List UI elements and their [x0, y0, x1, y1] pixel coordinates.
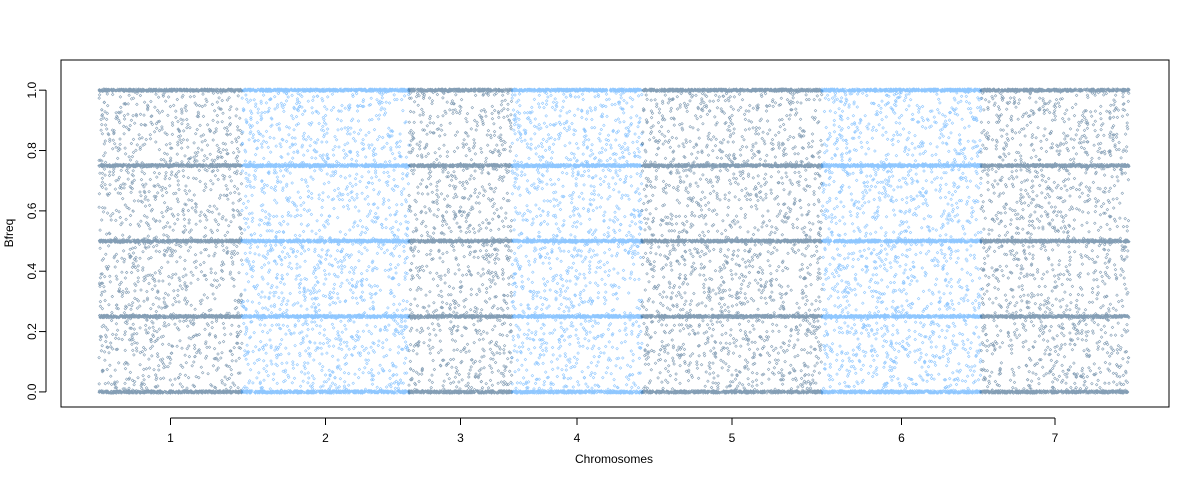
x-tick-label: 7 [1052, 431, 1059, 445]
y-tick-label: 0.2 [25, 323, 39, 340]
chromosome-7-points [979, 87, 1131, 395]
plot-frame [60, 59, 1170, 408]
y-tick-label: 0.0 [25, 383, 39, 400]
x-tick-label: 5 [729, 431, 736, 445]
x-axis: 1 2 3 4 5 6 7 [167, 417, 1059, 445]
x-tick-label: 4 [574, 431, 581, 445]
y-tick-label: 0.8 [25, 142, 39, 159]
chromosome-2-markers [240, 87, 411, 395]
chromosome-4-points [510, 87, 644, 395]
chromosome-6-points [820, 87, 983, 395]
y-axis: 0.0 0.2 0.4 0.6 0.8 1.0 [25, 82, 47, 400]
points-layer [97, 87, 1131, 395]
y-tick-label: 0.6 [25, 202, 39, 219]
chromosome-2-points [240, 87, 411, 395]
chromosome-3-markers [407, 87, 514, 395]
chromosome-4-markers [510, 87, 644, 395]
chromosome-1-markers [97, 87, 244, 395]
x-tick-label: 1 [167, 431, 174, 445]
y-tick-label: 1.0 [25, 82, 39, 99]
chromosome-1-points [97, 87, 244, 395]
chromosome-7-markers [979, 87, 1131, 395]
x-tick-label: 6 [898, 431, 905, 445]
y-axis-title: Bfreq [2, 219, 16, 248]
x-axis-title: Chromosomes [575, 452, 653, 466]
x-tick-label: 3 [457, 431, 464, 445]
chromosome-5-points [640, 87, 824, 395]
chromosome-3-points [407, 87, 514, 395]
y-tick-label: 0.4 [25, 263, 39, 280]
x-tick-label: 2 [322, 431, 329, 445]
chromosome-6-markers [820, 87, 983, 395]
chromosome-5-markers [640, 87, 824, 395]
